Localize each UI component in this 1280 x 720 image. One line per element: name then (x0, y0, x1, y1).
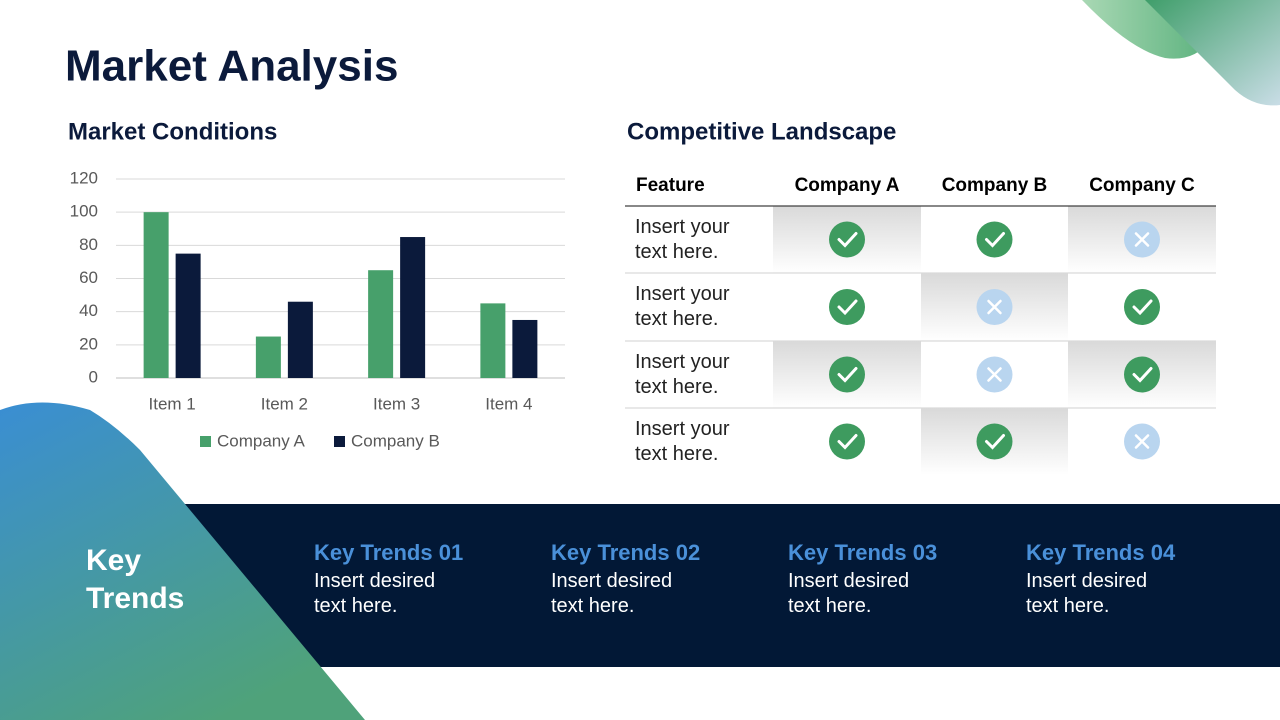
table-header: Feature (636, 175, 705, 196)
x-tick-label: Item 2 (261, 394, 308, 413)
legend-label: Company A (217, 431, 306, 450)
trend-text: Insert desired text here. (1026, 570, 1148, 617)
y-tick-label: 100 (70, 202, 98, 221)
decoration (1145, 0, 1280, 106)
check-glyph (1132, 367, 1153, 383)
y-tick-label: 40 (79, 301, 98, 320)
table-header: Company A (795, 175, 900, 196)
check-icon (829, 356, 865, 393)
check-icon (829, 221, 865, 258)
bar (512, 319, 538, 378)
feature-text: Insert your text here. (635, 283, 730, 330)
bar (480, 303, 506, 378)
bar (368, 270, 394, 378)
table-title: Competitive Landscape (627, 118, 896, 145)
trend-text: Insert desired text here. (788, 570, 910, 617)
feature-text: Insert your text here. (635, 216, 730, 263)
check-icon (1124, 289, 1160, 325)
decoration (0, 402, 365, 720)
trend-text: Insert desired text here. (551, 570, 673, 617)
cross-glyph (1134, 232, 1150, 247)
check-glyph (837, 299, 858, 316)
feature-text: Insert your text here. (635, 418, 730, 465)
check-glyph (837, 232, 858, 248)
trends-band (150, 504, 1280, 667)
check-icon (976, 423, 1013, 460)
bar (287, 301, 313, 378)
table-header: Company C (1089, 175, 1195, 196)
check-icon (829, 289, 865, 325)
trend-title: Key Trends 03 (788, 540, 938, 565)
trend-title: Key Trends 02 (551, 540, 701, 565)
x-tick-label: Item 4 (485, 394, 532, 413)
check-glyph (837, 434, 858, 450)
legend-label: Company B (351, 431, 440, 450)
y-tick-label: 80 (79, 235, 98, 254)
chart-title: Market Conditions (68, 118, 277, 145)
bar (400, 237, 426, 378)
y-tick-label: 0 (89, 367, 98, 386)
trends-heading: Key Trends (86, 544, 185, 615)
cross-glyph (1134, 434, 1150, 449)
bar (175, 253, 201, 378)
table-header: Company B (942, 175, 1048, 196)
check-glyph (985, 232, 1005, 248)
check-glyph (985, 434, 1005, 450)
trend-title: Key Trends 04 (1026, 540, 1176, 565)
check-icon (829, 423, 865, 460)
bar (143, 212, 169, 378)
check-icon (1124, 356, 1160, 393)
check-glyph (1132, 299, 1153, 316)
check-glyph (837, 367, 858, 383)
trend-title: Key Trends 01 (314, 540, 464, 565)
bar (255, 336, 281, 378)
check-icon (976, 221, 1013, 258)
y-tick-label: 20 (79, 334, 98, 353)
trend-text: Insert desired text here. (314, 570, 436, 617)
legend-swatch (334, 436, 345, 447)
x-tick-label: Item 1 (149, 394, 196, 413)
legend-swatch (200, 436, 211, 447)
slide-title: Market Analysis (65, 42, 398, 91)
y-tick-label: 60 (79, 268, 98, 287)
feature-text: Insert your text here. (635, 351, 730, 398)
cross-glyph (987, 367, 1002, 382)
cross-glyph (987, 299, 1002, 315)
x-tick-label: Item 3 (373, 394, 420, 413)
y-tick-label: 120 (70, 168, 98, 187)
